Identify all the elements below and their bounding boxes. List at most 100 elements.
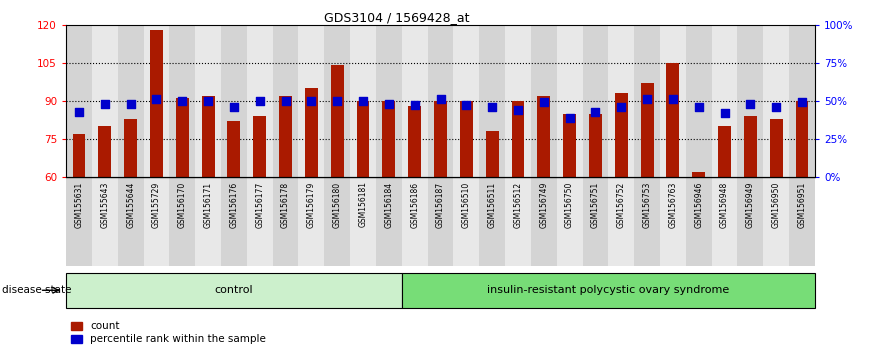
- Bar: [763, 25, 789, 177]
- Point: [330, 98, 344, 104]
- Point: [98, 101, 112, 107]
- Point: [356, 98, 370, 104]
- Bar: [66, 177, 92, 266]
- Point: [72, 109, 86, 114]
- Bar: [796, 101, 809, 177]
- Point: [692, 104, 706, 110]
- Bar: [557, 25, 582, 177]
- Bar: [150, 30, 163, 177]
- Text: GSM156751: GSM156751: [591, 181, 600, 228]
- Bar: [479, 177, 505, 266]
- Text: GSM156948: GSM156948: [720, 181, 729, 228]
- Bar: [454, 25, 479, 177]
- Text: GSM155631: GSM155631: [75, 181, 84, 228]
- Point: [589, 109, 603, 114]
- Text: GSM156171: GSM156171: [204, 181, 212, 228]
- Bar: [169, 177, 196, 266]
- Bar: [537, 96, 551, 177]
- Text: GSM156186: GSM156186: [411, 181, 419, 228]
- Bar: [376, 177, 402, 266]
- Bar: [531, 25, 557, 177]
- Bar: [660, 177, 685, 266]
- Bar: [66, 25, 92, 177]
- Bar: [176, 98, 189, 177]
- Point: [795, 99, 809, 105]
- Bar: [221, 177, 247, 266]
- Bar: [427, 25, 454, 177]
- Bar: [531, 177, 557, 266]
- Point: [744, 101, 758, 107]
- Point: [563, 115, 577, 120]
- Bar: [66, 273, 402, 308]
- Bar: [408, 106, 421, 177]
- Bar: [589, 114, 602, 177]
- Bar: [770, 119, 782, 177]
- Point: [253, 98, 267, 104]
- Text: GSM156510: GSM156510: [462, 181, 470, 228]
- Bar: [272, 25, 299, 177]
- Bar: [737, 25, 763, 177]
- Bar: [118, 177, 144, 266]
- Point: [459, 103, 473, 108]
- Text: GSM156178: GSM156178: [281, 181, 290, 228]
- Bar: [402, 25, 427, 177]
- Bar: [460, 101, 473, 177]
- Legend: count, percentile rank within the sample: count, percentile rank within the sample: [71, 321, 266, 344]
- Bar: [505, 177, 531, 266]
- Bar: [737, 177, 763, 266]
- Point: [537, 99, 551, 105]
- Point: [278, 98, 292, 104]
- Text: insulin-resistant polycystic ovary syndrome: insulin-resistant polycystic ovary syndr…: [487, 285, 729, 295]
- Point: [227, 104, 241, 110]
- Bar: [272, 177, 299, 266]
- Bar: [557, 177, 582, 266]
- Bar: [99, 126, 111, 177]
- Bar: [563, 114, 576, 177]
- Text: GSM156752: GSM156752: [617, 181, 626, 228]
- Bar: [789, 25, 815, 177]
- Bar: [350, 177, 376, 266]
- Bar: [324, 25, 350, 177]
- Bar: [196, 25, 221, 177]
- Point: [123, 101, 137, 107]
- Bar: [92, 25, 118, 177]
- Text: GSM155729: GSM155729: [152, 181, 161, 228]
- Text: GSM156512: GSM156512: [514, 181, 522, 228]
- Text: GSM156951: GSM156951: [797, 181, 806, 228]
- Bar: [485, 131, 499, 177]
- Bar: [350, 25, 376, 177]
- Bar: [512, 101, 524, 177]
- Text: GSM156749: GSM156749: [539, 181, 548, 228]
- Point: [175, 98, 189, 104]
- Bar: [615, 93, 627, 177]
- Bar: [685, 25, 712, 177]
- Bar: [634, 177, 660, 266]
- Bar: [712, 25, 737, 177]
- Bar: [427, 177, 454, 266]
- Bar: [299, 25, 324, 177]
- Bar: [454, 177, 479, 266]
- Text: GSM155643: GSM155643: [100, 181, 109, 228]
- Text: GSM156511: GSM156511: [488, 181, 497, 228]
- Bar: [247, 177, 272, 266]
- Point: [150, 97, 164, 102]
- Point: [381, 101, 396, 107]
- Bar: [299, 177, 324, 266]
- Bar: [609, 177, 634, 266]
- Bar: [196, 177, 221, 266]
- Point: [666, 97, 680, 102]
- Point: [769, 104, 783, 110]
- Text: GSM156753: GSM156753: [642, 181, 652, 228]
- Bar: [144, 25, 169, 177]
- Point: [511, 107, 525, 113]
- Bar: [169, 25, 196, 177]
- Bar: [402, 177, 427, 266]
- Text: GSM156170: GSM156170: [178, 181, 187, 228]
- Text: GSM156750: GSM156750: [565, 181, 574, 228]
- Bar: [744, 116, 757, 177]
- Bar: [118, 25, 144, 177]
- Point: [433, 97, 448, 102]
- Point: [640, 97, 654, 102]
- Bar: [789, 177, 815, 266]
- Bar: [357, 101, 369, 177]
